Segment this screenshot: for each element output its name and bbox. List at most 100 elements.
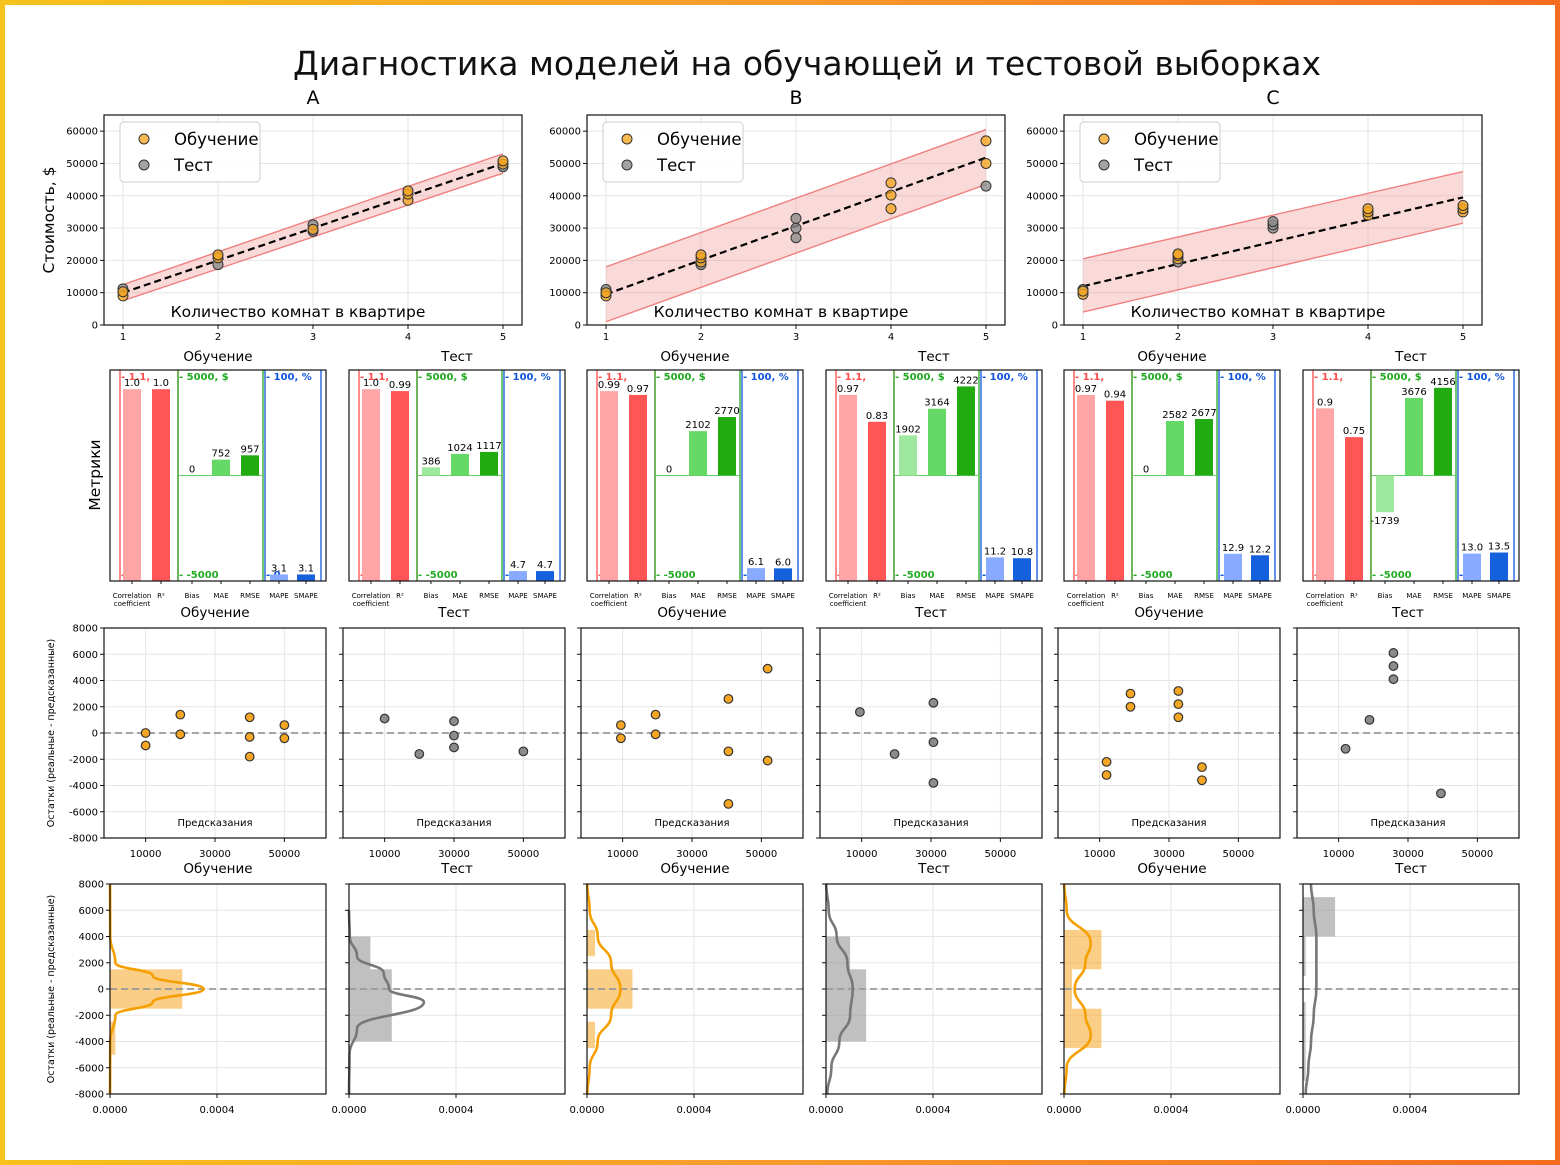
metric-category-label: MAPE [1462,592,1481,600]
x-tick-label: 2 [1175,332,1181,343]
y-tick-label: 4000 [73,676,98,687]
axes-frame [348,369,566,582]
y-tick-label: -2000 [75,1011,104,1022]
residual-point [1197,775,1207,786]
regression-panel-C: C 1 2 3 4 5 0 10000 20000 30000 40000 50000 60000 Кол… [1026,87,1483,343]
metric-bar [747,568,765,581]
metric-value-label: 1.0 [124,378,140,389]
pct-range-label: - 100, % [505,372,551,383]
y-tick-label: 8000 [73,624,98,635]
residual-panel-B-train: Обучение Предсказания 10000 30000 50000 [577,605,804,860]
legend: Обучение Тест [119,121,261,183]
residual-point [449,742,459,753]
y-tick-label: -4000 [69,781,98,792]
metric-value-label: 4156 [1430,377,1455,388]
metric-category-label: MAE [1167,592,1182,600]
histogram-bar [1303,897,1336,937]
corr-range-label: - 1.1, [598,372,627,383]
metric-bar [689,431,707,476]
legend-test-marker [138,159,150,171]
corr-range-label: - 1.1, [1314,372,1343,383]
x-tick-label: 50000 [745,849,777,860]
split-title: Обучение [660,861,729,877]
metric-category-label: SMAPE [533,592,557,600]
distribution-panel-A-test: Тест 0.0000 0.0004 [332,861,566,1116]
metric-value-label: 12.9 [1222,543,1244,554]
x-tick-label: 10000 [1323,849,1355,860]
y-tick-label: 0 [92,321,98,332]
metric-bar [422,467,440,476]
split-title: Тест [1394,861,1427,877]
metric-value-label: 0.97 [1075,384,1097,395]
metric-category-label: SMAPE [771,592,795,600]
x-tick-label: 0.0000 [1286,1105,1321,1116]
y-tick-label: -8000 [69,834,98,845]
metric-category-label: Bias [1139,592,1154,600]
metric-bar [297,574,315,581]
metric-category-label: MAE [929,592,944,600]
metric-value-label: 0.94 [1104,390,1126,401]
metric-category-label: Bias [1378,592,1393,600]
metric-value-label: 10.8 [1011,547,1033,558]
x-tick-label: 50000 [1461,849,1493,860]
money-bottom-label: - -5000 [1372,570,1412,581]
model-title: A [307,87,320,109]
residual-point [762,755,773,766]
metric-category-label: Bias [424,592,439,600]
histogram-bar [1064,929,1102,970]
residual-point [244,732,255,742]
y-tick-label: 0 [98,985,104,996]
metrics-panel-A-train: Обучение- 1.1,- 0- 5000, $- -5000- 100, … [109,349,327,608]
distribution-panel-B-train: Обучение 0.0000 0.0004 [570,861,804,1116]
metric-category-label: MAPE [508,592,527,600]
histogram-bar [587,1021,596,1049]
metric-category-label: MAE [452,592,467,600]
x-tick-label: 5 [983,332,989,343]
y-tick-label: 60000 [66,127,98,138]
metric-value-label: 0.9 [1317,397,1333,408]
metric-bar [480,451,498,476]
metric-value-label: 13.0 [1461,543,1483,554]
axes-frame [586,369,804,582]
residual-point [279,733,290,744]
axes-frame [825,369,1043,582]
metric-value-label: 13.5 [1488,542,1510,553]
residual-point [175,729,186,740]
test-point [790,232,802,244]
metric-value-label: 4.7 [510,560,526,571]
metric-value-label: 752 [211,449,230,460]
x-tick-label: 0.0000 [809,1105,844,1116]
histogram-bar [1064,1008,1102,1049]
split-title: Обучение [660,349,729,365]
train-point [402,185,414,197]
metric-category-label: Correlation [113,592,152,600]
x-tick-label: 1 [120,332,126,343]
metric-category-label: R² [1111,592,1119,600]
x-axis-label: Количество комнат в квартире [1131,303,1386,321]
metric-value-label: 0.97 [627,384,649,395]
x-tick-label: 10000 [607,849,639,860]
metrics-panel-C-train: Обучение- 1.1,- 0- 5000, $- -5000- 100, … [1063,349,1281,608]
band-lower-line [1082,222,1464,313]
legend-box [602,121,744,183]
metric-value-label: -1739 [1370,516,1399,527]
y-tick-label: 2000 [73,702,98,713]
split-title: Тест [1394,349,1427,365]
kde-curve [1304,883,1318,1095]
metric-category-label: Correlation [829,592,868,600]
metric-category-label: RMSE [956,592,976,600]
split-title: Обучение [1137,349,1206,365]
residual-point [1197,762,1207,773]
metric-category-label: R² [873,592,881,600]
x-tick-label: 0.0000 [570,1105,605,1116]
metrics-panel-B-test: Тест- 1.1,- 0- 5000, $- -5000- 100, %- 0… [825,349,1043,608]
metrics-panel-C-test: Тест- 1.1,- 0- 5000, $- -5000- 100, %- 0… [1302,349,1520,608]
legend-train-label: Обучение [174,130,259,149]
money-range-label: - 5000, $ [895,372,945,383]
train-point [885,189,897,201]
y-tick-label: 30000 [66,224,98,235]
model-title: C [1266,87,1279,109]
regression-y-label: Стоимость, $ [40,167,58,274]
residual-point [928,737,939,748]
x-tick-label: 0.0004 [200,1105,235,1116]
